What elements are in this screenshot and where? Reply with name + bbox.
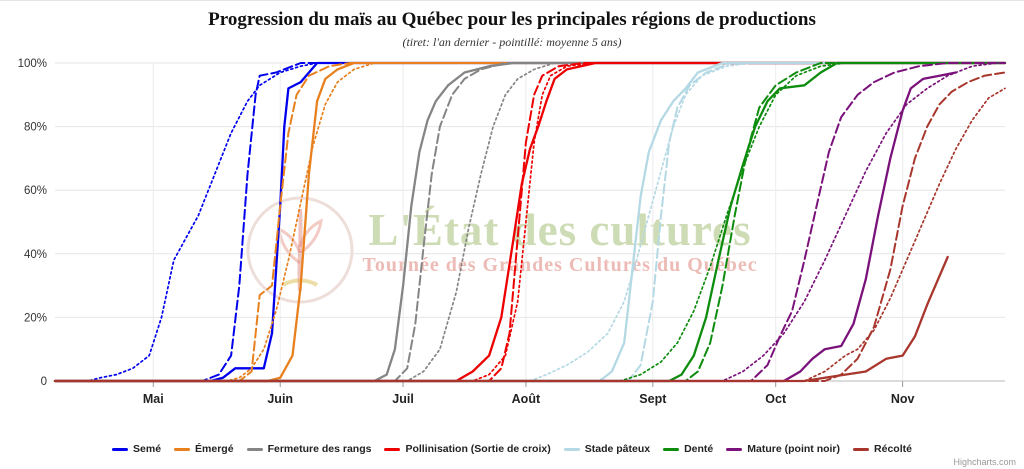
series-0-avg5 [54, 62, 1006, 382]
x-axis-label: Nov [891, 392, 915, 406]
legend-item-2[interactable]: Fermeture des rangs [246, 443, 372, 455]
legend: Semé Émergé Fermeture des rangs Pollinisati… [0, 443, 1024, 455]
legend-item-7[interactable]: Récolté [853, 443, 912, 455]
legend-item-3[interactable]: Pollinisation (Sortie de croix) [384, 443, 551, 455]
series-1-current [53, 61, 1007, 383]
y-axis-label: 40% [24, 249, 47, 261]
legend-swatch [384, 447, 401, 451]
legend-swatch [246, 447, 263, 451]
series-4-current [53, 61, 1007, 383]
x-axis-label: Août [512, 392, 541, 406]
series-6-current [53, 71, 958, 383]
x-axis-label: Oct [765, 392, 787, 406]
legend-label: Fermeture des rangs [267, 443, 372, 455]
series-7-avg5 [54, 87, 1006, 382]
y-axis-label: 60% [24, 185, 47, 197]
legend-label: Pollinisation (Sortie de croix) [405, 443, 551, 455]
series-0-current [53, 61, 1007, 383]
legend-label: Récolté [874, 443, 912, 455]
series-3-current [53, 61, 1007, 383]
legend-label: Émergé [195, 443, 234, 455]
legend-swatch [663, 447, 680, 451]
series-3-last_year [54, 62, 1006, 382]
watermark-title: L'État des cultures [368, 205, 752, 255]
y-axis-label: 80% [24, 122, 47, 134]
legend-label: Mature (point noir) [747, 443, 841, 455]
legend-label: Semé [133, 443, 162, 455]
chart-subtitle: (tiret: l'an dernier - pointillé: moyenn… [402, 35, 622, 49]
y-axis-label: 20% [24, 312, 47, 324]
series-2-last_year [54, 62, 1006, 382]
legend-label: Denté [684, 443, 714, 455]
series-7-last_year [54, 71, 1006, 382]
y-axis-label: 0 [41, 376, 47, 388]
legend-swatch [563, 447, 580, 451]
series-5-last_year [54, 62, 1006, 382]
x-axis-label: Juil [392, 392, 414, 406]
chart-title: Progression du maïs au Québec pour les p… [208, 9, 816, 30]
series-6-avg5 [54, 62, 1006, 382]
legend-item-6[interactable]: Mature (point noir) [726, 443, 840, 455]
x-axis-label: Sept [639, 392, 667, 406]
series-1-last_year [54, 62, 1006, 382]
series-0-last_year [54, 62, 1006, 382]
highcharts-credit[interactable]: Highcharts.com [953, 457, 1016, 467]
legend-label: Stade pâteux [584, 443, 651, 455]
series-2-avg5 [54, 62, 1006, 382]
legend-swatch [853, 447, 870, 451]
series-5-current [53, 61, 1007, 383]
legend-item-1[interactable]: Émergé [174, 443, 234, 455]
series-4-last_year [54, 62, 1006, 382]
series-4-avg5 [54, 62, 1006, 382]
series-1-avg5 [54, 62, 1006, 382]
series-6-last_year [54, 62, 1006, 382]
legend-item-0[interactable]: Semé [112, 443, 161, 455]
legend-item-4[interactable]: Stade pâteux [563, 443, 651, 455]
series-3-avg5 [54, 62, 1006, 382]
legend-swatch [726, 447, 743, 451]
legend-swatch [112, 447, 129, 451]
series-2-current [53, 61, 1007, 383]
legend-item-5[interactable]: Denté [663, 443, 713, 455]
y-axis-label: 100% [18, 58, 47, 70]
series-7-current [53, 255, 949, 383]
legend-swatch [174, 447, 191, 451]
series-5-avg5 [54, 62, 1006, 382]
x-axis-label: Mai [143, 392, 164, 406]
x-axis-label: Juin [267, 392, 293, 406]
